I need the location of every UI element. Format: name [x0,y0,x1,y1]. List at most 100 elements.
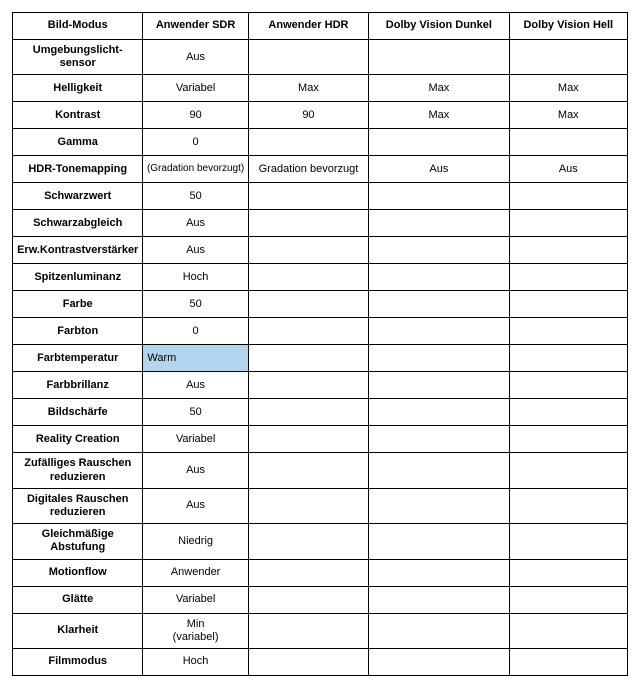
table-row: Gleichmäßige AbstufungNiedrig [13,524,628,559]
cell: 90 [143,102,248,129]
col-header-4: Dolby Vision Hell [509,13,627,40]
row-label: Farbton [13,318,143,345]
row-label: Umgebungslicht- sensor [13,40,143,75]
row-label: Bildschärfe [13,399,143,426]
table-row: Umgebungslicht- sensorAus [13,40,628,75]
cell: Aus [143,372,248,399]
cell [369,399,509,426]
table-row: Reality CreationVariabel [13,426,628,453]
table-row: MotionflowAnwender [13,559,628,586]
cell [509,210,627,237]
cell [509,453,627,488]
cell: Hoch [143,648,248,675]
cell [369,183,509,210]
cell [248,291,368,318]
cell: Anwender [143,559,248,586]
cell [248,559,368,586]
table-row: HDR-Tonemapping(Gradation bevorzugt)Grad… [13,156,628,183]
cell: Aus [143,237,248,264]
cell: Max [509,102,627,129]
cell [509,237,627,264]
cell: Max [248,75,368,102]
row-label: Helligkeit [13,75,143,102]
cell [369,372,509,399]
cell [369,291,509,318]
cell [248,318,368,345]
cell [369,524,509,559]
row-label: Farbbrillanz [13,372,143,399]
cell: 50 [143,399,248,426]
row-label: Gleichmäßige Abstufung [13,524,143,559]
cell [248,399,368,426]
cell [248,129,368,156]
table-row: Schwarzwert50 [13,183,628,210]
cell [369,40,509,75]
cell [509,129,627,156]
cell [369,453,509,488]
row-label: Schwarzwert [13,183,143,210]
col-header-0: Bild-Modus [13,13,143,40]
cell: Aus [509,156,627,183]
table-row: FarbbrillanzAus [13,372,628,399]
cell [248,372,368,399]
cell [369,264,509,291]
cell: Variabel [143,75,248,102]
cell [509,345,627,372]
cell [369,488,509,523]
cell [369,648,509,675]
cell [248,453,368,488]
row-label: Filmmodus [13,648,143,675]
cell [248,613,368,648]
table-row: GlätteVariabel [13,586,628,613]
cell [369,237,509,264]
col-header-2: Anwender HDR [248,13,368,40]
col-header-3: Dolby Vision Dunkel [369,13,509,40]
cell [369,559,509,586]
table-row: Digitales Rauschen reduzierenAus [13,488,628,523]
cell: Variabel [143,426,248,453]
table-row: FilmmodusHoch [13,648,628,675]
settings-table: Bild-ModusAnwender SDRAnwender HDRDolby … [12,12,628,676]
cell: Max [369,102,509,129]
table-row: Bildschärfe50 [13,399,628,426]
cell [509,372,627,399]
cell [369,318,509,345]
row-label: Spitzenluminanz [13,264,143,291]
table-row: Kontrast9090MaxMax [13,102,628,129]
cell: Min (variabel) [143,613,248,648]
cell: Aus [143,210,248,237]
cell [509,586,627,613]
cell [369,210,509,237]
col-header-1: Anwender SDR [143,13,248,40]
row-label: Motionflow [13,559,143,586]
cell: Aus [143,488,248,523]
cell [509,318,627,345]
cell [509,524,627,559]
cell [509,488,627,523]
row-label: Reality Creation [13,426,143,453]
cell [248,488,368,523]
cell [248,524,368,559]
row-label: Farbe [13,291,143,318]
cell [509,291,627,318]
table-row: SpitzenluminanzHoch [13,264,628,291]
cell: Aus [143,40,248,75]
cell: Niedrig [143,524,248,559]
cell: 0 [143,129,248,156]
table-row: Erw.KontrastverstärkerAus [13,237,628,264]
cell [248,210,368,237]
row-label: Farbtemperatur [13,345,143,372]
table-row: SchwarzabgleichAus [13,210,628,237]
cell [369,613,509,648]
row-label: Schwarzabgleich [13,210,143,237]
cell: Aus [369,156,509,183]
cell: Max [509,75,627,102]
cell [248,345,368,372]
cell: 90 [248,102,368,129]
table-row: Zufälliges Rauschen reduzierenAus [13,453,628,488]
cell [509,559,627,586]
cell: Aus [143,453,248,488]
cell: Max [369,75,509,102]
table-row: Farbton0 [13,318,628,345]
cell [248,586,368,613]
